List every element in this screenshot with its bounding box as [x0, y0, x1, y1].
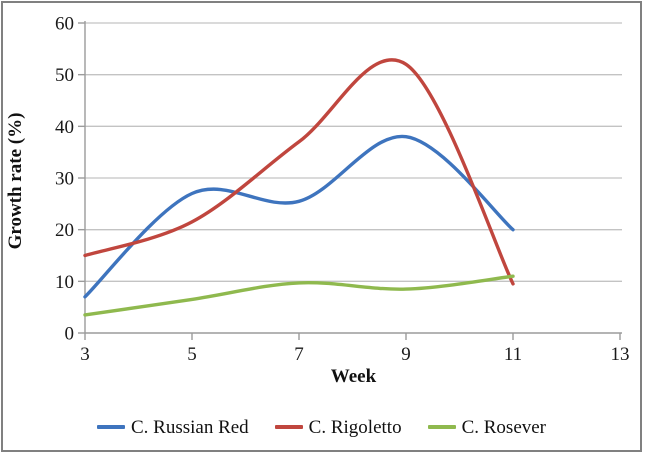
x-tick-label: 5 — [187, 344, 197, 365]
series-curve-c-rosever — [83, 274, 515, 317]
legend-item-russian-red: C. Russian Red — [96, 416, 249, 438]
x-tick-label: 13 — [611, 344, 630, 365]
y-tick-label: 20 — [55, 220, 74, 241]
legend-item-rigoletto: C. Rigoletto — [274, 416, 402, 438]
y-tick-label: 50 — [55, 65, 74, 86]
x-tick-label: 9 — [401, 344, 411, 365]
x-tick-label: 3 — [80, 344, 90, 365]
legend-line-swatch — [96, 425, 125, 429]
x-tick-label: 7 — [294, 344, 304, 365]
legend: C. Russian Red C. Rigoletto C. Rosever — [3, 413, 640, 441]
plot-area: 0 10 20 30 40 50 60 3 5 7 9 11 13 — [55, 14, 630, 366]
series-curve-c-russian-red — [83, 134, 515, 299]
y-tick-label: 30 — [55, 169, 74, 190]
x-tick-label: 11 — [504, 344, 522, 365]
y-tick-label: 10 — [55, 272, 74, 293]
legend-label: C. Rosever — [461, 416, 547, 438]
legend-line-swatch — [274, 425, 303, 429]
legend-line-swatch — [427, 425, 456, 429]
x-axis-title: Week — [330, 366, 377, 387]
y-tick-label: 60 — [55, 14, 74, 35]
y-axis-title: Growth rate (%) — [5, 112, 26, 250]
legend-label: C. Rigoletto — [308, 416, 402, 438]
y-tick-label: 40 — [55, 117, 74, 138]
series-curve-c-rigoletto — [83, 58, 515, 286]
legend-label: C. Russian Red — [130, 416, 249, 438]
y-tick-label: 0 — [65, 324, 75, 345]
legend-item-rosever: C. Rosever — [427, 416, 547, 438]
